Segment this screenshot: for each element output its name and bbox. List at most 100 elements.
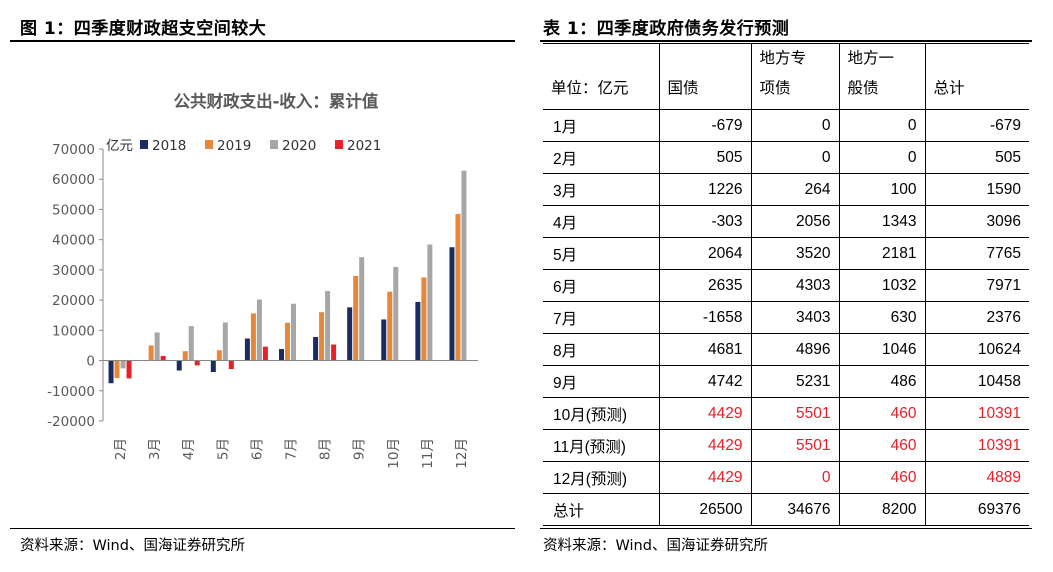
table-cell: 2181 <box>838 237 926 270</box>
table-cell: -303 <box>658 205 752 238</box>
table-cell: 4429 <box>658 397 752 430</box>
table-cell: 4429 <box>658 461 752 494</box>
column-header-text: 地方一 <box>847 50 895 67</box>
row-label: 4月 <box>543 205 660 238</box>
table-cell: 2376 <box>924 301 1029 334</box>
x-tick-label: 8月 <box>318 438 334 460</box>
row-label: 总计 <box>543 493 660 526</box>
x-tick-label: 9月 <box>352 438 368 460</box>
row-label: 5月 <box>543 237 660 270</box>
y-axis-unit: 亿元 <box>106 138 133 154</box>
x-tick-label: 5月 <box>215 438 231 460</box>
table-row: 8月 4681 4896 1046 10624 <box>543 333 1029 366</box>
table-row: 9月 4742 5231 486 10458 <box>543 365 1029 398</box>
bar-2021-3月 <box>160 356 166 361</box>
y-tick-label: -10000 <box>47 384 95 400</box>
table-cell: 1343 <box>838 205 926 238</box>
table-cell: 34676 <box>750 493 840 526</box>
table-cell: 4742 <box>658 365 752 398</box>
bar-2021-4月 <box>194 360 200 366</box>
table-cell: 69376 <box>924 493 1029 526</box>
column-header: 国债 <box>658 43 752 110</box>
bar-2020-3月 <box>154 332 160 361</box>
bar-2018-8月 <box>313 336 319 361</box>
table-cell: 3096 <box>924 205 1029 238</box>
table-cell: 5501 <box>750 397 840 430</box>
row-label: 1月 <box>543 109 660 142</box>
bar-2019-7月 <box>285 322 290 361</box>
y-tick-label: 20000 <box>52 293 95 309</box>
bar-2020-2月 <box>120 360 126 369</box>
bar-2020-5月 <box>222 322 228 361</box>
table-row: 4月 -303 2056 1343 3096 <box>543 205 1029 238</box>
legend-label-2020: 2020 <box>282 138 316 154</box>
bar-2019-4月 <box>182 351 188 361</box>
table-title-rule <box>540 40 1032 42</box>
column-header-text: 地方专 <box>759 50 807 67</box>
column-header: 总计 <box>924 43 1029 110</box>
table-row: 5月 2064 3520 2181 7765 <box>543 237 1029 270</box>
row-label: 9月 <box>543 365 660 398</box>
table-cell: 100 <box>838 173 926 206</box>
table-cell: -679 <box>924 109 1029 142</box>
column-header: 单位：亿元 <box>543 43 660 110</box>
bar-2020-9月 <box>359 257 365 361</box>
table-cell: 460 <box>838 397 926 430</box>
bar-2018-7月 <box>279 349 284 361</box>
table-cell: 1032 <box>838 269 926 302</box>
bar-2021-5月 <box>228 360 234 370</box>
bar-2020-6月 <box>256 299 262 361</box>
x-tick-label: 11月 <box>420 438 436 469</box>
chart-title: 公共财政支出-收入：累计值 <box>174 91 379 111</box>
table-cell: 4681 <box>658 333 752 366</box>
bar-2019-5月 <box>216 350 222 361</box>
table-row-forecast: 12月(预测) 4429 0 460 4889 <box>543 461 1029 494</box>
bar-2021-2月 <box>126 360 132 379</box>
x-tick-label: 12月 <box>454 438 470 469</box>
column-header-text: 总计 <box>933 80 965 97</box>
bar-2019-12月 <box>455 213 461 361</box>
table-cell: 505 <box>658 141 752 174</box>
bar-chart: 公共财政支出-收入：累计值 -20000 -10000 0 10000 20000 3000… <box>47 91 478 469</box>
row-label: 7月 <box>543 301 660 334</box>
table-cell: 2056 <box>750 205 840 238</box>
figure-source: 资料来源：Wind、国海证券研究所 <box>20 538 245 554</box>
table-cell: 460 <box>838 429 926 462</box>
legend-swatch-2018 <box>140 140 148 149</box>
table-cell: 10391 <box>924 397 1029 430</box>
table-row: 7月 -1658 3403 630 2376 <box>543 301 1029 334</box>
table-cell: 1046 <box>838 333 926 366</box>
table-header-row: 单位：亿元 国债 地方专 项债 地方一 般债 总计 <box>543 43 1029 110</box>
x-tick-label: 6月 <box>249 438 265 460</box>
table-cell: 8200 <box>838 493 926 526</box>
column-header-text: 国债 <box>667 80 699 97</box>
row-label: 10月(预测) <box>543 397 660 430</box>
y-tick-label: 10000 <box>52 323 95 339</box>
figure-source-rule <box>10 528 515 529</box>
bar-2019-9月 <box>353 275 359 361</box>
table-cell: 5231 <box>750 365 840 398</box>
table-cell: 3520 <box>750 237 840 270</box>
bar-2019-11月 <box>421 277 427 361</box>
table-cell: 505 <box>924 141 1029 174</box>
bar-2019-8月 <box>319 312 325 361</box>
y-tick-label: 30000 <box>52 263 95 279</box>
table-cell: 0 <box>750 461 840 494</box>
bar-2018-9月 <box>347 307 353 361</box>
table-row: 3月 1226 264 100 1590 <box>543 173 1029 206</box>
legend-label-2019: 2019 <box>217 138 251 154</box>
table-cell: 4429 <box>658 429 752 462</box>
y-tick-label: 60000 <box>52 172 95 188</box>
bar-2020-11月 <box>427 244 433 361</box>
table-cell: 10458 <box>924 365 1029 398</box>
table-cell: -1658 <box>658 301 752 334</box>
row-label: 3月 <box>543 173 660 206</box>
y-tick-label: -20000 <box>47 414 95 430</box>
table-cell: 1590 <box>924 173 1029 206</box>
table-cell: 2635 <box>658 269 752 302</box>
column-header: 地方专 项债 <box>750 43 840 110</box>
table-cell: 10624 <box>924 333 1029 366</box>
table-cell: 0 <box>838 109 926 142</box>
row-label: 12月(预测) <box>543 461 660 494</box>
table-row: 1月 -679 0 0 -679 <box>543 109 1029 142</box>
